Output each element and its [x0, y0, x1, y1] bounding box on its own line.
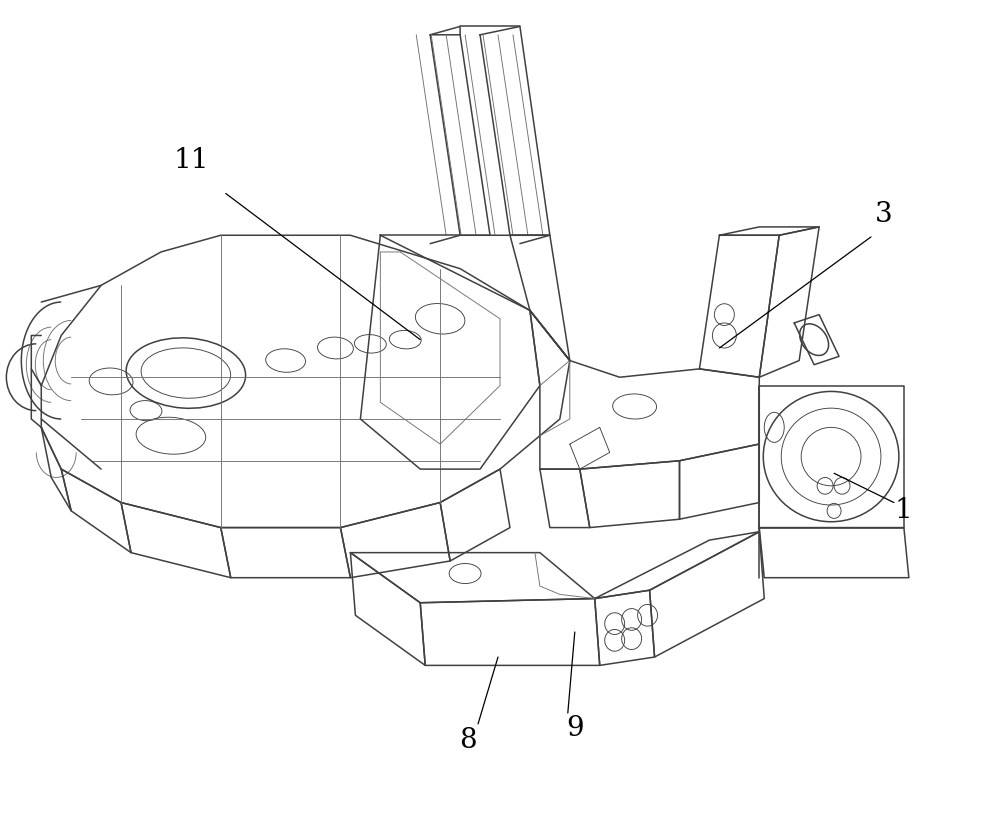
Text: 1: 1: [895, 498, 913, 525]
Text: 11: 11: [173, 147, 209, 173]
Text: 9: 9: [566, 715, 584, 742]
Text: 3: 3: [875, 201, 893, 228]
Text: 8: 8: [459, 727, 477, 754]
